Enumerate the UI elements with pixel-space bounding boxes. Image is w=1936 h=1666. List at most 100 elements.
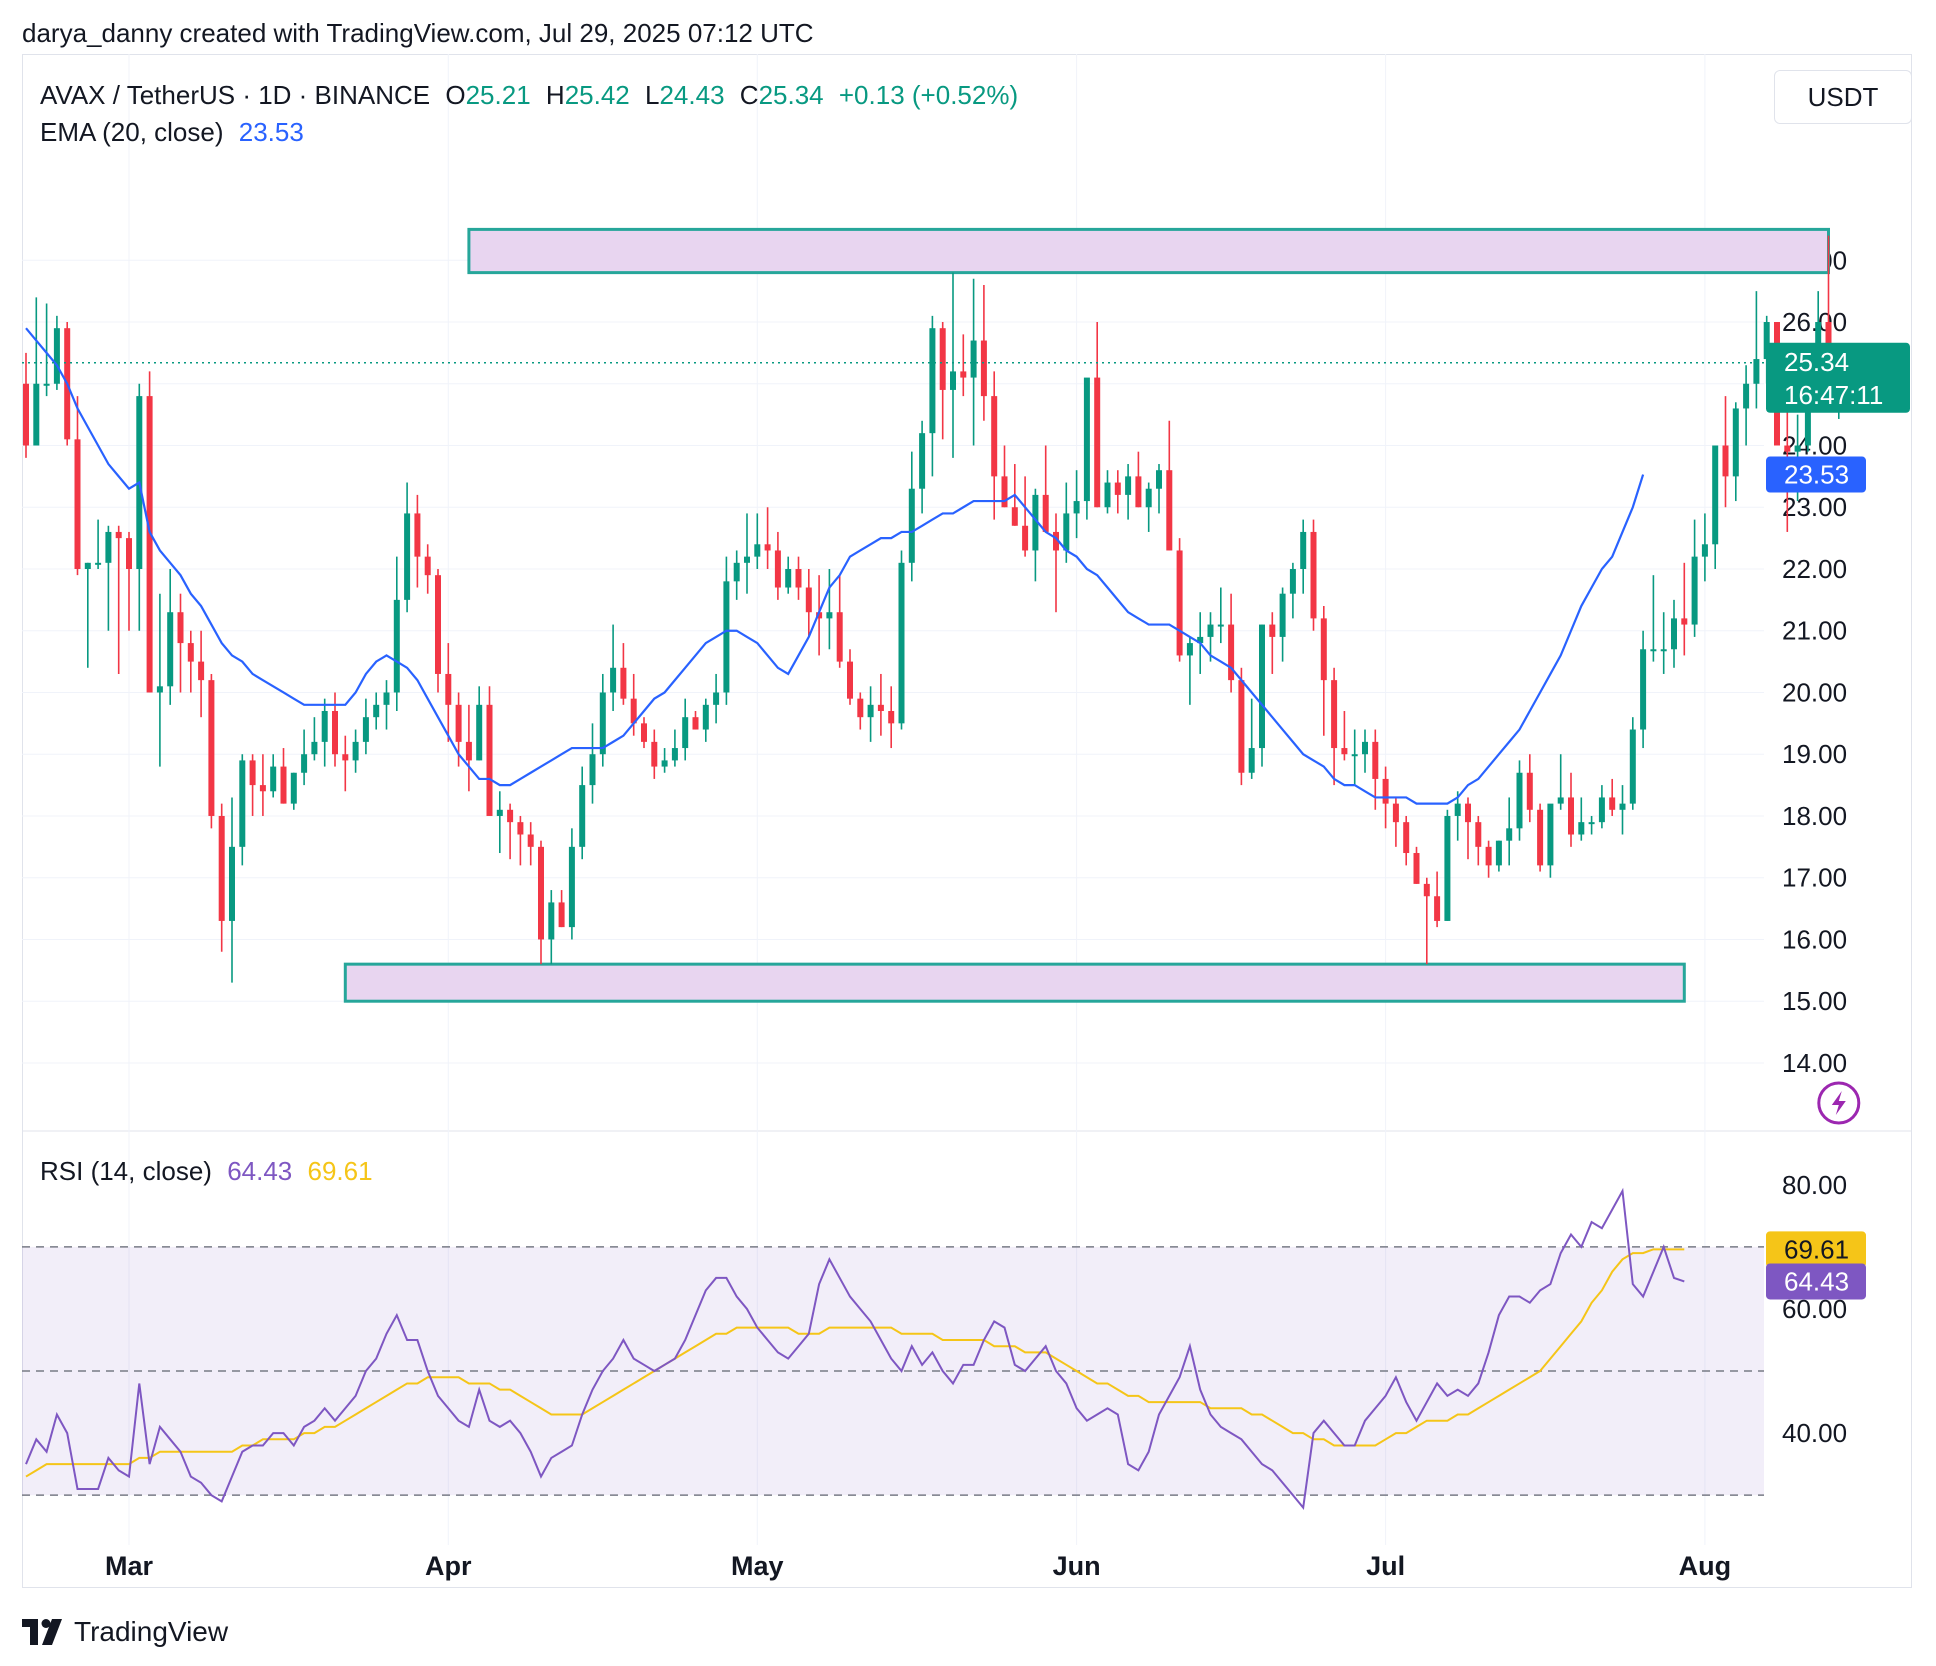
tradingview-logo-icon <box>22 1619 62 1645</box>
symbol-label[interactable]: AVAX / TetherUS · 1D · BINANCE <box>40 80 431 110</box>
price-tick-label: 26.00 <box>1782 307 1847 337</box>
candle-body <box>1598 797 1605 823</box>
candle-body <box>548 902 555 940</box>
candle-body <box>898 562 905 724</box>
candle-body <box>630 698 637 724</box>
candle-body <box>1351 754 1358 757</box>
candle-body <box>713 692 720 705</box>
rsi-ma-line <box>25 1248 1685 1478</box>
candle-body <box>146 396 153 693</box>
time-tick-label: Mar <box>105 1551 154 1581</box>
candle-body <box>1732 408 1739 477</box>
candle-body <box>795 568 802 588</box>
rsi-tick-label: 40.00 <box>1782 1418 1847 1448</box>
rsi-tag-value: 64.43 <box>1784 1266 1849 1296</box>
candle-body <box>1331 680 1338 749</box>
rsi-tag <box>1766 1263 1866 1300</box>
candle-body <box>1145 488 1152 508</box>
lightning-bolt-icon <box>1831 1091 1846 1115</box>
candle-body <box>939 328 946 390</box>
price-tick-label: 24.00 <box>1782 431 1847 461</box>
price-tick-label: 19.00 <box>1782 739 1847 769</box>
candle-body <box>1320 618 1327 681</box>
candle-body <box>702 704 709 730</box>
candle-body <box>929 328 936 434</box>
candle-body <box>259 785 266 792</box>
candle-body <box>1485 846 1492 866</box>
candle-body <box>1423 883 1430 897</box>
candle-body <box>1609 797 1616 810</box>
price-tick-label: 14.00 <box>1782 1048 1847 1078</box>
candle-body <box>1279 593 1286 637</box>
rsi-line <box>25 1187 1685 1510</box>
candle-body <box>1310 531 1317 619</box>
candle-body <box>847 661 853 699</box>
candle-body <box>177 612 184 644</box>
ema-value: 23.53 <box>238 117 304 147</box>
candle-body <box>476 704 483 761</box>
candle-body <box>1392 803 1399 823</box>
ema-label[interactable]: EMA (20, close) <box>40 117 224 147</box>
tradingview-brand[interactable]: TradingView <box>22 1616 228 1648</box>
candle-body <box>1495 840 1502 866</box>
candle-body <box>1063 513 1070 551</box>
candle-body <box>1434 896 1441 921</box>
candle-body <box>383 692 390 705</box>
close-value: 25.34 <box>758 80 824 110</box>
candle-body <box>888 711 895 724</box>
candle-body <box>1042 494 1049 532</box>
candle-body <box>1156 470 1162 489</box>
candle-body <box>1053 531 1059 551</box>
price-tick-label: 20.00 <box>1782 677 1847 707</box>
candle-body <box>1083 377 1090 502</box>
candle-body <box>290 772 297 804</box>
candle-body <box>1454 803 1461 816</box>
countdown-value: 16:47:11 <box>1784 380 1883 410</box>
candle-body <box>671 748 678 761</box>
time-tick-label: Apr <box>425 1551 472 1581</box>
candle-body <box>620 667 627 699</box>
candle-body <box>1681 618 1688 625</box>
candle-body <box>568 846 575 928</box>
candle-body <box>424 556 431 576</box>
time-tick-label: Aug <box>1679 1551 1731 1581</box>
candle-body <box>754 544 761 557</box>
candle-body <box>1557 797 1564 804</box>
candle-body <box>455 704 462 742</box>
candle-body <box>249 760 256 786</box>
rsi-legend: RSI (14, close) 64.43 69.61 <box>40 1156 381 1187</box>
candle-body <box>352 741 359 761</box>
price-tick-label: 16.00 <box>1782 924 1847 954</box>
candle-body <box>208 680 215 816</box>
candle-body <box>280 766 287 804</box>
candle-body <box>1362 741 1368 755</box>
candle-body <box>187 643 194 662</box>
candle-body <box>1382 778 1389 804</box>
high-label: H <box>545 80 565 110</box>
candle-body <box>311 741 318 755</box>
candle-body <box>342 754 349 761</box>
candle-body <box>332 711 338 755</box>
candle-body <box>723 581 730 693</box>
candle-body <box>1341 748 1348 755</box>
candle-body <box>1022 525 1029 551</box>
price-legend: AVAX / TetherUS · 1D · BINANCE O25.21 H2… <box>40 80 1026 111</box>
candle-body <box>1289 568 1296 594</box>
rsi-label[interactable]: RSI (14, close) <box>40 1156 212 1186</box>
time-tick-label: Jun <box>1053 1551 1101 1581</box>
chart-credit: darya_danny created with TradingView.com… <box>22 18 814 48</box>
currency-button[interactable]: USDT <box>1774 70 1912 124</box>
candle-body <box>321 711 328 742</box>
candle-body <box>960 371 967 378</box>
candle-body <box>1619 803 1626 810</box>
candle-body <box>1197 636 1204 644</box>
brand-name: TradingView <box>74 1616 229 1647</box>
candle-body <box>527 834 534 847</box>
candle-body <box>126 538 132 569</box>
rsi-ma-value: 69.61 <box>307 1156 373 1186</box>
candle-body <box>991 396 998 477</box>
open-label: O <box>445 80 466 110</box>
price-tick-label: 18.00 <box>1782 801 1847 831</box>
candle-body <box>74 439 81 569</box>
